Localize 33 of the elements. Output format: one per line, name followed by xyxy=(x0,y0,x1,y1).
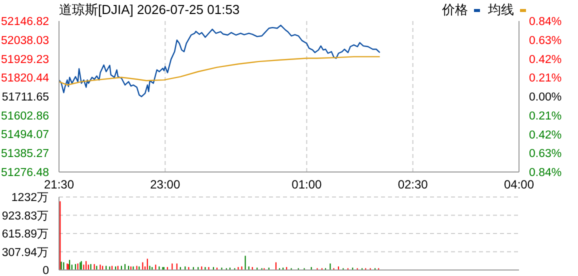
y-tick-label: 923.83万 xyxy=(2,209,49,222)
y2-tick-label: 0.42% xyxy=(529,129,562,142)
legend-label: 均线 xyxy=(488,1,514,19)
y-tick-label: 51929.23 xyxy=(1,54,49,66)
y2-tick-label: 0.21% xyxy=(529,110,562,122)
y-tick-label: 51494.07 xyxy=(1,129,49,142)
y2-tick-label: 0.00% xyxy=(529,92,562,104)
y-tick-label: 0 xyxy=(42,265,49,276)
y-tick-label: 307.94万 xyxy=(2,246,49,259)
line-series xyxy=(59,56,380,86)
line-series xyxy=(59,24,380,98)
x-tick-label: 23:00 xyxy=(150,178,180,192)
y2-tick-label: 0.21% xyxy=(529,72,562,85)
y-tick-label: 51276.48 xyxy=(1,167,49,179)
x-tick-label: 21:30 xyxy=(44,178,74,192)
y-tick-label: 51820.44 xyxy=(1,72,50,85)
chart-title: 道琼斯[DJIA] 2026-07-25 01:53 xyxy=(59,1,240,19)
y2-tick-label: 0.42% xyxy=(529,54,562,66)
y2-tick-label: 0.63% xyxy=(529,148,562,160)
y2-tick-label: 0.84% xyxy=(529,167,562,179)
y-tick-label: 51602.86 xyxy=(1,110,49,122)
x-tick-label: 01:00 xyxy=(292,178,322,192)
y-tick-label: 1232万 xyxy=(11,191,49,204)
y2-tick-label: 0.63% xyxy=(529,34,562,47)
y-tick-label: 52146.82 xyxy=(1,16,49,28)
x-tick-label: 04:00 xyxy=(504,178,534,192)
y-tick-label: 52038.03 xyxy=(1,34,49,47)
legend-label: 价格 xyxy=(442,1,468,19)
y-tick-label: 615.89万 xyxy=(2,228,49,241)
y2-tick-label: 0.84% xyxy=(529,16,562,28)
x-tick-label: 02:30 xyxy=(398,178,428,192)
y-tick-label: 51385.27 xyxy=(1,148,49,160)
y-tick-label: 51711.65 xyxy=(2,92,49,104)
